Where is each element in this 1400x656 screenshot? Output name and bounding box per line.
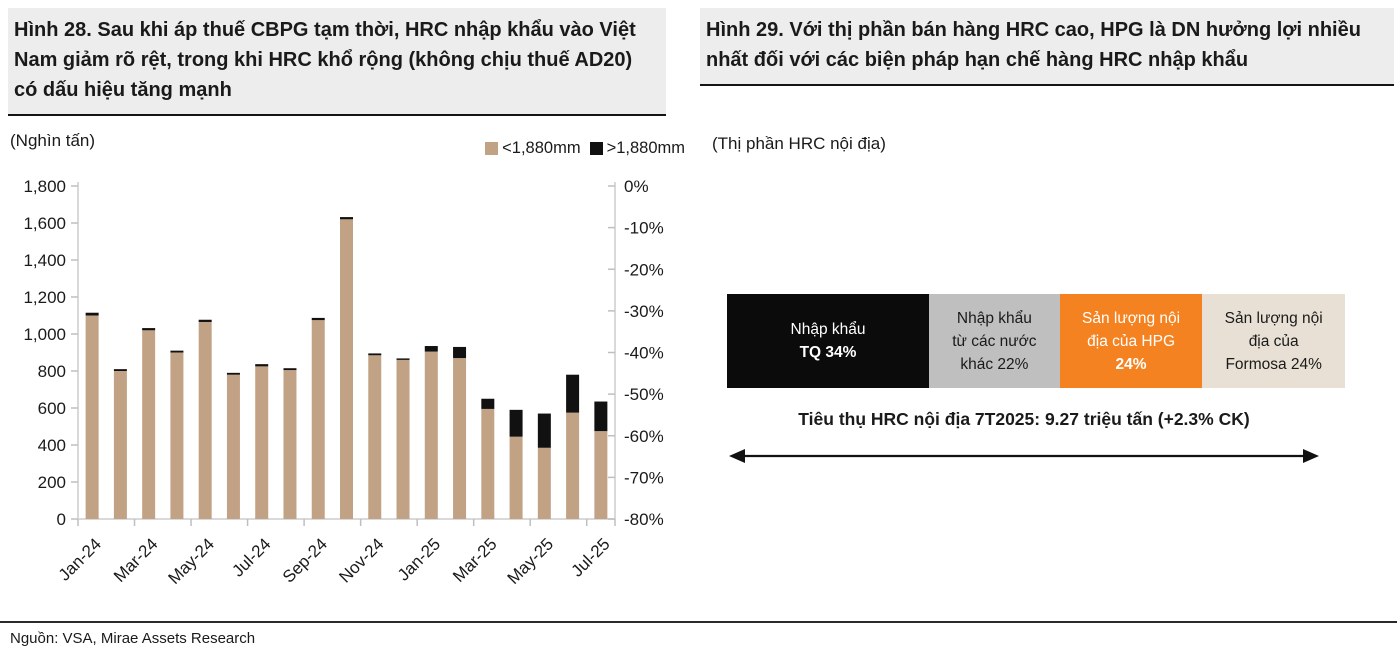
y-axis-right-label: -50% (624, 385, 664, 404)
legend-swatch-over-1880-icon (589, 142, 603, 155)
figure29-title: Hình 29. Với thị phần bán hàng HRC cao, … (700, 8, 1394, 86)
legend-item-under-1880: <1,880mm (485, 139, 581, 158)
bar-Sep-24 (311, 317, 325, 519)
legend-swatch-under-1880-icon (485, 142, 499, 155)
bar-Feb-24 (113, 369, 127, 519)
bar-Jul-24 (255, 364, 269, 519)
consumption-caption: Tiêu thụ HRC nội địa 7T2025: 9.27 triệu … (798, 409, 1250, 429)
share-segment-line: 24% (1115, 355, 1147, 373)
left-chart-unit-label: (Nghìn tấn) (10, 131, 96, 150)
bar-Apr-25 (509, 409, 523, 519)
share-segment-line: địa của (1248, 332, 1299, 350)
bar-Jan-25 (424, 346, 438, 519)
y-axis-left-label: 1,600 (23, 214, 66, 233)
share-segment-line: Formosa 24% (1225, 355, 1322, 373)
chart-legend: <1,880mm >1,880mm (380, 139, 685, 158)
bar-Feb-25 (453, 346, 467, 519)
range-arrow-icon (729, 449, 1319, 463)
market-share-blocks: Nhập khẩu TQ 34% Nhập khẩu từ các nước khác … (727, 294, 1345, 388)
y-axis-left-label: 800 (38, 362, 66, 381)
share-segment-line: từ các nước (952, 332, 1037, 350)
hrc-import-bar-chart-svg: 1,800 1,600 1,400 1,200 1,000 800 600 400 200 0 0%… (23, 177, 663, 588)
bar-Dec-24 (396, 358, 410, 519)
y-axis-left-label: 600 (38, 399, 66, 418)
y-axis-right-label: -70% (624, 468, 664, 487)
bars (85, 217, 608, 520)
axes: 1,800 1,600 1,400 1,200 1,000 800 600 400 200 0 0%… (23, 177, 663, 529)
bar-Oct-24 (340, 217, 353, 520)
y-axis-right-label: 0% (624, 177, 649, 196)
bar-Nov-24 (368, 353, 382, 519)
x-axis-label: Jan-24 (55, 534, 105, 584)
y-axis-left-label: 1,800 (23, 177, 66, 196)
y-axis-left-label: 0 (57, 510, 66, 529)
y-axis-right-label: -80% (624, 510, 664, 529)
x-axis-label: Nov-24 (335, 534, 387, 586)
bar-May-24 (198, 319, 212, 519)
x-axis-label: May-24 (164, 534, 218, 588)
footer-divider (0, 621, 1397, 623)
y-axis-left-label: 1,200 (23, 288, 66, 307)
bar-Jul-25 (594, 401, 608, 519)
y-axis-right-label: -60% (624, 427, 664, 446)
x-axis-label: Mar-24 (110, 534, 162, 586)
share-segment-line: địa của HPG (1087, 332, 1176, 350)
legend-label-over-1880: >1,880mm (606, 139, 685, 157)
bar-Jun-24 (226, 372, 240, 519)
share-segment-line: TQ 34% (799, 344, 857, 361)
x-axis-labels: Jan-24 Mar-24 May-24 Jul-24 Sep-24 Nov-24 Jan-… (55, 534, 614, 588)
y-axis-right-label: -10% (624, 219, 664, 238)
bar-Jan-24 (85, 312, 99, 519)
y-axis-right-label: -40% (624, 344, 664, 363)
legend-item-over-1880: >1,880mm (589, 139, 685, 158)
x-axis-label: May-25 (504, 534, 558, 588)
share-segment-line: Nhập khẩu (790, 321, 866, 338)
share-segment-line: Nhập khẩu (956, 309, 1032, 327)
share-segment-0: Nhập khẩu TQ 34% (727, 294, 930, 388)
share-segment-line: Sản lượng nội (1224, 309, 1323, 327)
source-note: Nguồn: VSA, Mirae Assets Research (10, 630, 256, 647)
y-axis-left-label: 1,000 (23, 325, 66, 344)
y-axis-right-label: -20% (624, 260, 664, 279)
figure28-title: Hình 28. Sau khi áp thuế CBPG tạm thời, … (8, 8, 666, 116)
share-segment-1: Nhập khẩu từ các nước khác 22% (929, 294, 1060, 388)
share-segment-2: Sản lượng nội địa của HPG 24% (1059, 294, 1203, 388)
x-axis-label: Jul-24 (228, 534, 274, 580)
bar-Jun-25 (566, 374, 580, 519)
bar-Mar-25 (481, 398, 495, 519)
y-axis-left-label: 200 (38, 473, 66, 492)
share-segment-3: Sản lượng nội địa của Formosa 24% (1202, 294, 1345, 388)
x-axis-label: Jan-25 (394, 534, 444, 584)
x-axis-label: Mar-25 (449, 534, 501, 586)
x-axis-label: Jul-25 (568, 534, 614, 580)
y-axis-left-label: 1,400 (23, 251, 66, 270)
share-segment-line: khác 22% (960, 355, 1029, 373)
bar-May-25 (537, 413, 551, 519)
bar-Mar-24 (142, 328, 156, 519)
bar-Apr-24 (170, 350, 184, 519)
hrc-import-bar-chart: 1,800 1,600 1,400 1,200 1,000 800 600 400 200 0 0%… (0, 172, 690, 604)
share-segment-line: Sản lượng nội (1082, 309, 1181, 327)
y-axis-left-label: 400 (38, 436, 66, 455)
y-axis-right-label: -30% (624, 302, 664, 321)
legend-label-under-1880: <1,880mm (502, 139, 581, 157)
bar-Aug-24 (283, 368, 297, 519)
market-share-subtitle: (Thị phần HRC nội địa) (712, 134, 886, 153)
x-axis-label: Sep-24 (279, 534, 331, 586)
